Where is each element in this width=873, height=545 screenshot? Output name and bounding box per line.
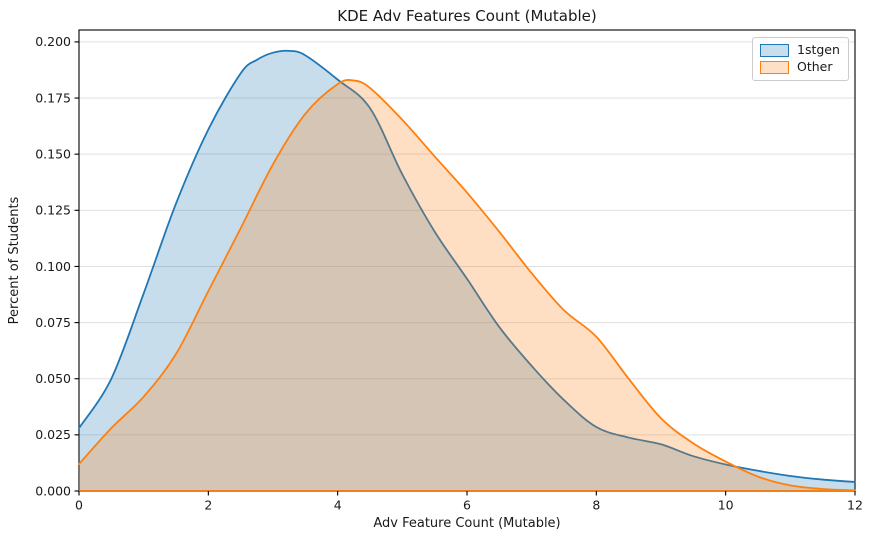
kde-curves: [78, 49, 856, 492]
legend-label-1stgen: 1stgen: [797, 42, 840, 58]
y-tick-label: 0.100: [35, 259, 71, 274]
x-tick-label: 12: [847, 498, 863, 513]
gridlines: [79, 41, 855, 492]
legend-label-other: Other: [797, 59, 833, 75]
x-tick-label: 10: [718, 498, 734, 513]
y-tick-label: 0.150: [35, 146, 71, 161]
y-tick-label: 0.200: [35, 34, 71, 49]
chart-title: KDE Adv Features Count (Mutable): [337, 7, 597, 25]
kde-area-other: [79, 79, 855, 491]
x-tick-label: 0: [75, 498, 83, 513]
legend-entry-1stgen: 1stgen: [760, 44, 841, 57]
legend-entry-other: Other: [760, 61, 841, 74]
x-tick-label: 4: [334, 498, 342, 513]
kde-line-other: [78, 79, 856, 492]
y-tick-label: 0.175: [35, 90, 71, 105]
y-tick-label: 0.075: [35, 315, 71, 330]
axis-ticks: 0 2 4 6 8 10 12 0.000 0.025 0.050 0.075 0.100 0.125 0…: [35, 34, 863, 512]
x-tick-label: 8: [592, 498, 600, 513]
y-axis-label: Percent of Students: [7, 196, 22, 324]
x-tick-label: 2: [204, 498, 212, 513]
legend: 1stgen Other: [752, 37, 849, 81]
kde-line-1stgen: [78, 49, 856, 483]
legend-patch-other: [760, 61, 789, 74]
kde-area-1stgen: [79, 50, 855, 491]
x-axis-label: Adv Feature Count (Mutable): [373, 516, 560, 531]
y-tick-label: 0.000: [35, 483, 71, 498]
y-tick-label: 0.050: [35, 371, 71, 386]
y-tick-label: 0.025: [35, 427, 71, 442]
y-tick-label: 0.125: [35, 203, 71, 218]
x-tick-label: 6: [463, 498, 471, 513]
legend-patch-1stgen: [760, 44, 789, 57]
